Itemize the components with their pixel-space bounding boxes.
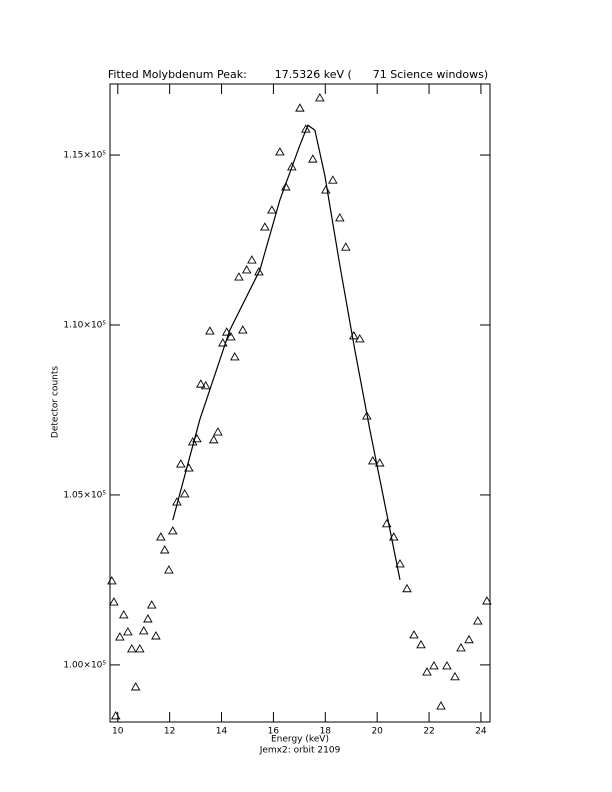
data-point [260, 222, 270, 231]
data-point [416, 639, 426, 649]
data-point [110, 710, 121, 720]
data-point [156, 532, 166, 541]
data-point [146, 600, 157, 609]
data-point [247, 255, 257, 264]
data-point [115, 632, 125, 641]
data-point [164, 565, 174, 574]
data-point [167, 526, 178, 535]
data-point [159, 545, 170, 554]
subtitle: Jemx2: orbit 2109 [259, 746, 341, 756]
y-axis-label: Detector counts [51, 366, 61, 438]
data-point [482, 596, 492, 605]
fit-line [172, 124, 401, 581]
y-tick-label: 1.00×10⁵ [63, 660, 106, 670]
data-point [335, 213, 345, 222]
data-point [315, 93, 325, 102]
data-point [321, 185, 331, 194]
x-tick-label: 22 [423, 727, 434, 737]
x-axis-label: Energy (keV) [271, 735, 329, 745]
data-point [127, 644, 137, 653]
data-point [442, 661, 452, 670]
data-point [395, 559, 405, 568]
data-point [402, 583, 412, 593]
x-tick-label: 14 [216, 727, 228, 737]
data-point [213, 427, 223, 436]
data-point [275, 147, 285, 156]
data-point [109, 597, 119, 606]
y-tick-label: 1.05×10⁵ [63, 490, 106, 500]
y-tick-label: 1.10×10⁵ [63, 320, 106, 330]
data-point [456, 642, 466, 652]
x-tick-label: 20 [371, 727, 383, 737]
data-point [301, 124, 311, 133]
y-tick-label: 1.15×10⁵ [63, 151, 106, 161]
data-point [107, 576, 117, 585]
data-point [130, 682, 141, 691]
data-point [436, 701, 446, 710]
data-point [267, 205, 277, 214]
data-point [295, 103, 305, 112]
data-point [205, 326, 215, 335]
data-point [422, 667, 432, 676]
data-point [349, 330, 359, 340]
data-point [208, 434, 219, 444]
data-point [429, 661, 439, 670]
data-point [123, 627, 133, 636]
data-point [409, 630, 419, 639]
x-tick-label: 16 [268, 727, 280, 737]
data-point [464, 634, 474, 644]
data-point [118, 610, 129, 619]
data-point [229, 352, 240, 361]
x-tick-label: 18 [320, 727, 332, 737]
data-point [254, 267, 264, 276]
data-point [450, 671, 460, 681]
data-point [355, 334, 365, 343]
chart-title: Fitted Molybdenum Peak: 17.5326 keV ( 71… [108, 68, 488, 81]
data-point [218, 338, 228, 347]
data-point [179, 489, 190, 498]
data-point [196, 379, 206, 388]
x-tick-label: 10 [112, 727, 124, 737]
plot-frame [109, 83, 491, 723]
data-point [151, 631, 161, 640]
data-point [367, 456, 378, 465]
data-point [135, 644, 145, 653]
data-point [328, 175, 338, 184]
data-point [473, 616, 483, 625]
data-point [374, 458, 385, 467]
data-point [238, 325, 248, 334]
data-point [281, 182, 291, 191]
data-point [362, 411, 372, 420]
data-point [143, 614, 153, 623]
data-point [241, 265, 252, 274]
data-point [176, 459, 186, 468]
data-point [308, 154, 318, 163]
x-tick-label: 12 [164, 727, 175, 737]
data-point [138, 625, 149, 635]
x-tick-label: 24 [475, 727, 487, 737]
data-point [226, 331, 236, 341]
data-point [234, 272, 244, 281]
data-point [341, 242, 351, 251]
data-point [200, 380, 211, 390]
data-point [287, 162, 297, 171]
